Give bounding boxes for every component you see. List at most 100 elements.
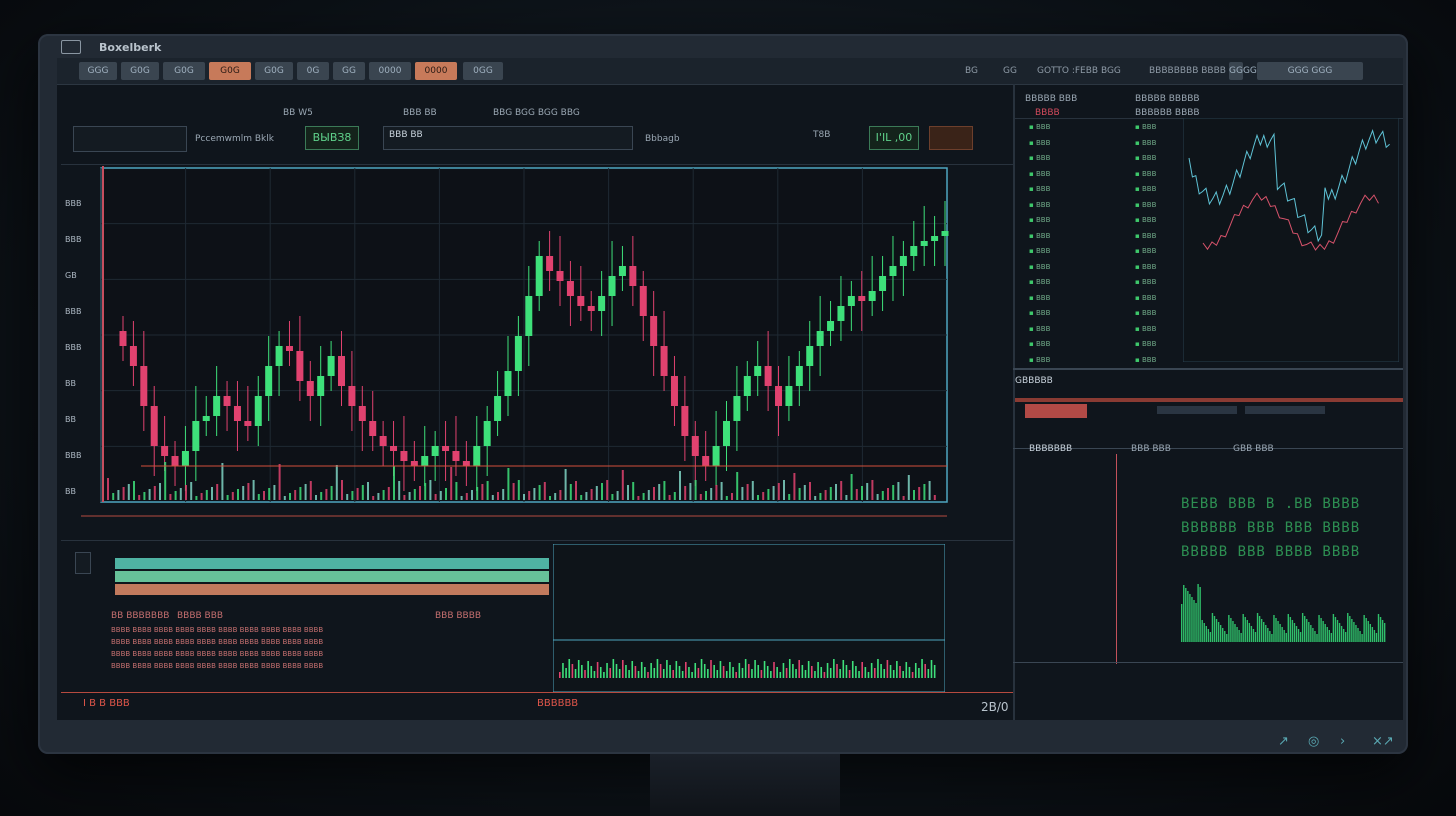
bid-row[interactable]: ▪ BBB xyxy=(1029,291,1050,307)
trade-row: BBBB BBBB BBBB BBBB BBBB BBBB BBBB BBBB … xyxy=(111,650,324,658)
depth-header-3: GBB BBB xyxy=(1233,444,1274,454)
volume-profile-chart[interactable] xyxy=(1177,562,1389,642)
bid-row[interactable]: ▪ BBB xyxy=(1029,136,1050,152)
histogram-bar xyxy=(924,664,926,678)
bid-row[interactable]: ▪ BBB xyxy=(1029,353,1050,369)
change-box: I'IL ,00 xyxy=(869,126,919,150)
toolbar-button-8[interactable]: 0000 xyxy=(369,62,411,80)
ask-row[interactable]: ▪ BBB xyxy=(1135,167,1156,183)
ask-row[interactable]: ▪ BBB xyxy=(1135,291,1156,307)
toolbar-button-3[interactable]: G0G xyxy=(163,62,205,80)
ask-row[interactable]: ▪ BBB xyxy=(1135,182,1156,198)
header-label-3: BBG BGG BGG BBG xyxy=(493,108,580,118)
ask-row[interactable]: ▪ BBB xyxy=(1135,213,1156,229)
volume-bar xyxy=(684,486,687,500)
toolbar-button-6[interactable]: 0G xyxy=(297,62,329,80)
toolbar-button-9[interactable]: 0000 xyxy=(415,62,457,80)
row-dot-icon: ▪ xyxy=(1029,293,1036,302)
volume-bar xyxy=(689,483,692,500)
bid-row[interactable]: ▪ BBB xyxy=(1029,120,1050,136)
profile-bar xyxy=(1234,624,1236,642)
bid-row[interactable]: ▪ BBB xyxy=(1029,322,1050,338)
profile-bar xyxy=(1279,624,1281,642)
candle-body xyxy=(858,296,866,301)
candle-body xyxy=(941,231,949,236)
histogram-bar xyxy=(707,669,709,678)
mini-chart-thumb[interactable] xyxy=(929,126,973,150)
spread-slider-2[interactable] xyxy=(1245,406,1325,414)
bid-list: ▪ BBB ▪ BBB ▪ BBB ▪ BBB ▪ BBB ▪ BBB ▪ BBB ▪ BBB… xyxy=(1029,120,1050,368)
volume-bar xyxy=(273,485,276,500)
ask-row[interactable]: ▪ BBB xyxy=(1135,244,1156,260)
candle-body xyxy=(722,421,730,446)
bid-row[interactable]: ▪ BBB xyxy=(1029,337,1050,353)
small-label: T8B xyxy=(813,130,831,140)
volume-bar xyxy=(528,491,531,500)
row-value: BBB xyxy=(1035,216,1051,224)
ask-row[interactable]: ▪ BBB xyxy=(1135,306,1156,322)
panel-icon[interactable] xyxy=(75,552,91,574)
histogram-bar xyxy=(792,664,794,678)
close-expand-icon[interactable]: ×↗ xyxy=(1372,734,1394,749)
chevron-right-icon[interactable]: › xyxy=(1340,734,1346,749)
toolbar-right-2[interactable]: GG xyxy=(1003,66,1017,76)
ask-row[interactable]: ▪ BBB xyxy=(1135,151,1156,167)
profile-bar xyxy=(1369,624,1371,642)
bid-row[interactable]: ▪ BBB xyxy=(1029,244,1050,260)
volume-histogram[interactable] xyxy=(553,544,945,692)
spread-badge[interactable] xyxy=(1025,404,1087,418)
histogram-bar xyxy=(596,662,599,678)
bid-row[interactable]: ▪ BBB xyxy=(1029,260,1050,276)
toolbar-right-5[interactable]: GGG GGG xyxy=(1257,62,1363,80)
volume-bar xyxy=(627,485,629,500)
bid-row[interactable]: ▪ BBB xyxy=(1029,275,1050,291)
ask-row[interactable]: ▪ BBB xyxy=(1135,120,1156,136)
ask-row[interactable]: ▪ BBB xyxy=(1135,198,1156,214)
depth-big-2: BBBBBB BBB BBB BBBB xyxy=(1181,520,1361,536)
ask-row[interactable]: ▪ BBB xyxy=(1135,337,1156,353)
orderbook-sub-2: BBBBBB BBBB xyxy=(1135,108,1200,118)
volume-bar xyxy=(309,481,312,500)
toolbar-toggle[interactable]: GGGG xyxy=(1229,62,1257,80)
volume-bar xyxy=(174,491,177,500)
depth-header-2: BBB BBB xyxy=(1131,444,1171,454)
bid-row[interactable]: ▪ BBB xyxy=(1029,182,1050,198)
depth-line-chart[interactable] xyxy=(1183,118,1399,362)
bid-row[interactable]: ▪ BBB xyxy=(1029,213,1050,229)
row-dot-icon: ▪ xyxy=(1135,123,1142,131)
toolbar-right-3[interactable]: GOTTO :FEBB BGG xyxy=(1037,66,1121,76)
profile-bar xyxy=(1219,625,1222,642)
volume-bar xyxy=(507,468,510,500)
ask-row[interactable]: ▪ BBB xyxy=(1135,322,1156,338)
bid-row[interactable]: ▪ BBB xyxy=(1029,229,1050,245)
ask-row[interactable]: ▪ BBB xyxy=(1135,260,1156,276)
toolbar-button-7[interactable]: GG xyxy=(333,62,365,80)
bid-row[interactable]: ▪ BBB xyxy=(1029,167,1050,183)
bid-row[interactable]: ▪ BBB xyxy=(1029,306,1050,322)
histogram-bar xyxy=(911,672,914,678)
toolbar-button-2[interactable]: G0G xyxy=(121,62,159,80)
histogram-bar xyxy=(829,668,832,678)
toolbar-button-4[interactable]: G0G xyxy=(209,62,251,80)
bid-row[interactable]: ▪ BBB xyxy=(1029,151,1050,167)
ask-row[interactable]: ▪ BBB xyxy=(1135,229,1156,245)
symbol-dropdown[interactable] xyxy=(383,126,633,150)
row-value: BBB xyxy=(1141,200,1157,209)
profile-bar xyxy=(1375,633,1378,642)
toolbar-right-4[interactable]: BBBBBBBB BBBB xyxy=(1149,66,1226,76)
bid-row[interactable]: ▪ BBB xyxy=(1029,198,1050,214)
toolbar-button-10[interactable]: 0GG xyxy=(463,62,503,80)
ask-row[interactable]: ▪ BBB xyxy=(1135,136,1156,152)
expand-icon[interactable]: ↗ xyxy=(1278,734,1289,749)
toolbar-right-1[interactable]: BG xyxy=(965,66,978,76)
ask-row[interactable]: ▪ BBB xyxy=(1135,275,1156,291)
toolbar-button-1[interactable]: GGG xyxy=(79,62,117,80)
depth-top-border xyxy=(1013,448,1403,449)
ask-row[interactable]: ▪ BBB xyxy=(1135,353,1156,369)
spread-slider[interactable] xyxy=(1157,406,1237,414)
target-icon[interactable]: ◎ xyxy=(1308,734,1320,749)
toolbar-button-5[interactable]: G0G xyxy=(255,62,293,80)
search-input[interactable] xyxy=(73,126,187,152)
profile-bar xyxy=(1312,628,1314,642)
